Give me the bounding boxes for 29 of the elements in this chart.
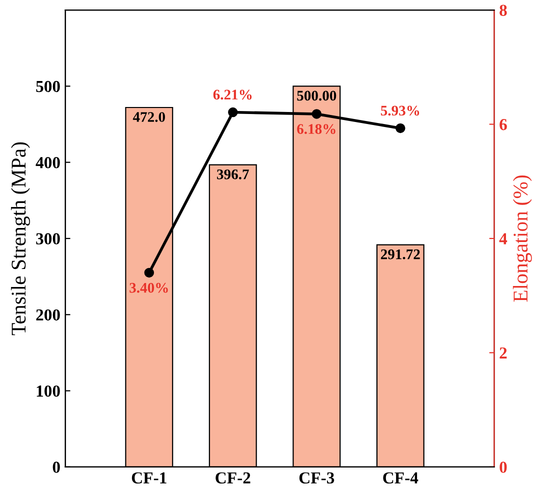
y2-tick-label: 8 xyxy=(500,4,507,16)
point xyxy=(228,107,238,118)
x-tick-label: CF-3 xyxy=(299,472,334,484)
point xyxy=(144,268,154,278)
data-label: 291.72 xyxy=(380,249,420,260)
x-tick-label: CF-2 xyxy=(216,472,250,484)
data-label: 3.40% xyxy=(130,282,168,293)
y-tick-label: 300 xyxy=(36,233,60,244)
y-tick-label: 0 xyxy=(52,462,60,473)
y-tick-label: 400 xyxy=(36,157,60,168)
x-tick-label: CF-1 xyxy=(132,472,166,484)
point xyxy=(312,109,322,119)
y-tick-label: 100 xyxy=(36,385,60,397)
x-tick-label: CF-4 xyxy=(383,472,418,484)
data-label: 6.18% xyxy=(297,124,336,134)
data-label: 6.21% xyxy=(213,90,252,100)
data-label: 500.00 xyxy=(297,90,336,101)
data-label: 5.93% xyxy=(380,106,420,116)
data-label: 472.0 xyxy=(132,112,165,122)
y2-tick-label: 2 xyxy=(500,347,507,358)
y2-tick-label: 4 xyxy=(499,233,508,244)
y-tick-label: 200 xyxy=(36,309,60,321)
y-tick-label: 500 xyxy=(36,80,60,92)
y2-tick-label: 0 xyxy=(500,462,507,473)
y2-tick-label: 6 xyxy=(500,118,507,130)
y-axis-title: Tensile Strength (MPa) xyxy=(11,142,30,336)
point xyxy=(396,123,406,134)
data-label: 396.7 xyxy=(217,169,249,180)
y2-axis-title: Elongation (%) xyxy=(512,175,532,302)
